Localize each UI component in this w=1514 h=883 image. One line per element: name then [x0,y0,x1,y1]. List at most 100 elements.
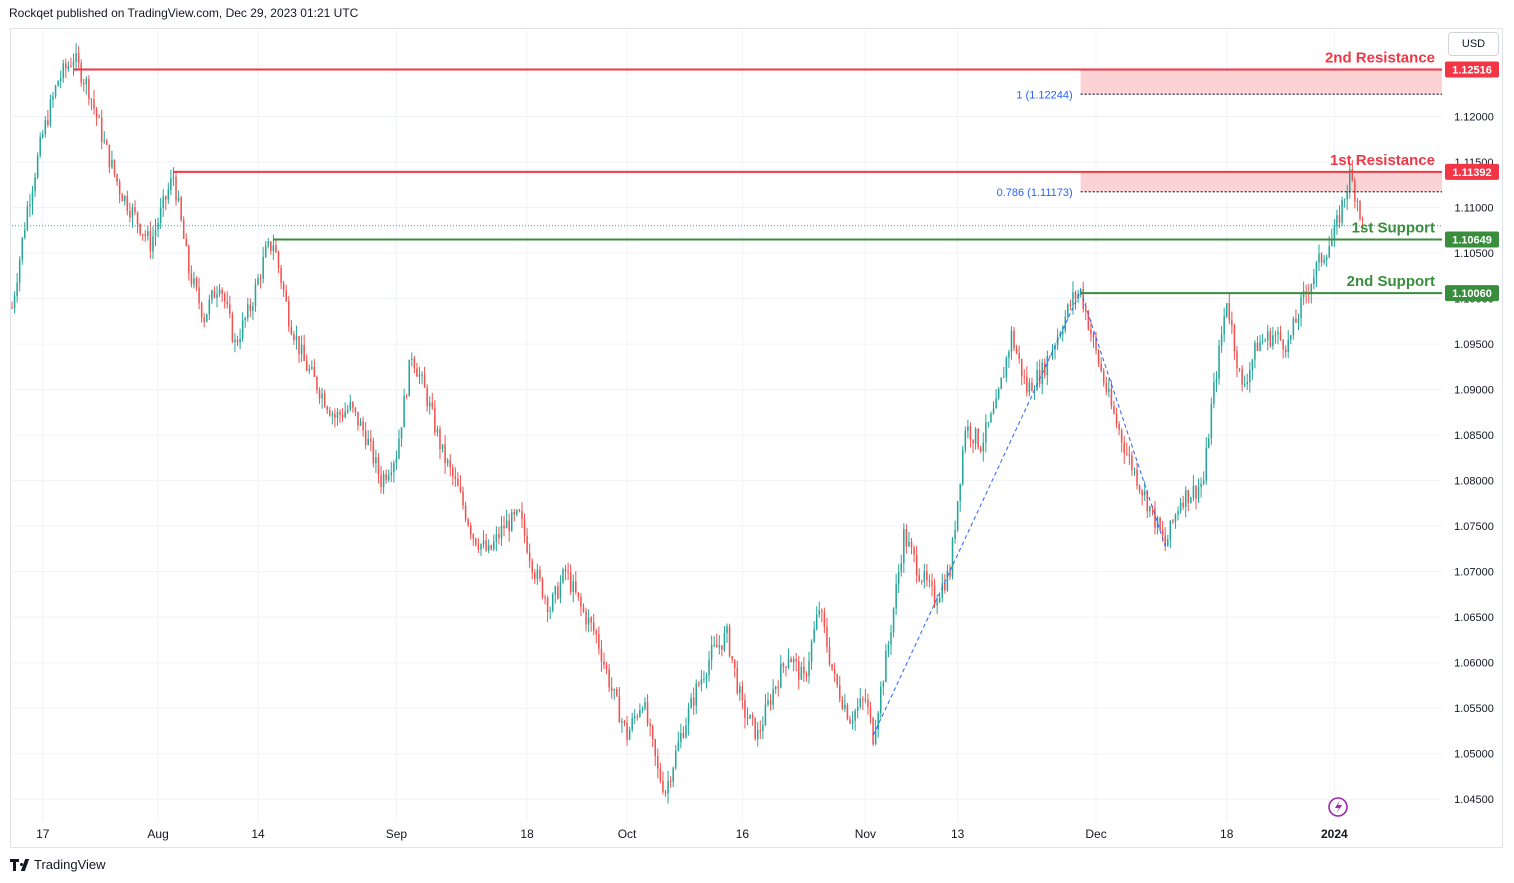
candle-down [1128,454,1131,456]
candle-down [144,234,147,237]
candle-up [44,120,47,134]
candle-up [892,608,895,633]
candle-down [385,474,387,480]
fib-label: 1 (1.12244) [1016,89,1072,101]
price-tick-label: 1.06000 [1454,658,1494,670]
candle-up [641,708,644,711]
candle-down [646,702,649,724]
candle-up [713,644,715,646]
candle-down [280,267,282,284]
candle-down [785,666,787,668]
candle-down [803,666,805,674]
candle-down [682,732,685,738]
candle-up [1156,517,1159,528]
candle-up [1064,316,1067,331]
candle-up [331,414,334,416]
candle-down [949,570,951,577]
footer-logo[interactable]: TradingView [10,857,106,872]
candle-down [380,474,382,488]
candle-up [26,206,29,230]
candle-down [326,406,328,411]
candle-up [205,314,208,322]
candle-down [1359,200,1361,219]
candle-up [718,645,721,648]
candle-down [182,219,185,239]
candle-down [797,661,800,680]
price-axis: 1.04500 1.05000 1.05500 1.06000 1.06500 1.070… [1445,61,1499,806]
candle-up [723,633,726,650]
candle-up [1261,341,1264,343]
price-tick-label: 1.10500 [1454,248,1494,260]
candle-up [997,388,1000,399]
candle-down [698,683,700,685]
candle-down [1113,406,1115,414]
candle-up [39,137,41,156]
candle-down [1241,368,1243,385]
candle-up [856,706,859,711]
candle-up [1287,339,1290,352]
candle-up [510,511,513,532]
candle-up [1333,226,1336,239]
candle-down [1123,442,1125,454]
candle-down [531,560,534,573]
candle-down [1182,502,1184,508]
candle-down [1338,215,1341,223]
candle-down [664,792,667,794]
candle-down [108,144,111,168]
candle-down [77,53,80,63]
candle-down [1023,376,1026,378]
candle-up [487,545,490,551]
candle-down [1018,353,1020,359]
candle-up [810,641,813,662]
candle-up [157,222,159,230]
candle-down [585,611,587,625]
time-tick-label: Sep [386,827,408,841]
candle-up [1220,334,1223,346]
candle-down [164,196,167,200]
candle-up [554,586,557,595]
candle-down [1282,339,1284,350]
candle-up [818,610,821,615]
candle-down [118,181,121,195]
candle-up [34,177,36,191]
candle-up [800,666,803,680]
candle-down [1092,334,1095,338]
candle-down [462,491,464,506]
candle-up [813,629,815,642]
candle-up [987,422,990,424]
candle-up [1243,384,1246,386]
candle-down [1120,429,1123,443]
candle-up [1218,345,1220,379]
candle-down [657,756,659,769]
candle-up [631,718,633,730]
candle-down [1159,517,1161,530]
candle-down [867,699,869,708]
candle-down [623,720,626,723]
candle-down [933,585,936,606]
candle-down [528,552,531,561]
candle-up [54,86,57,97]
candle-up [500,525,503,539]
candle-up [1067,304,1069,317]
candle-down [1154,507,1156,528]
candle-down [823,612,826,628]
currency-button[interactable]: USD [1448,32,1499,56]
candle-down [913,547,915,555]
candle-up [1292,318,1295,336]
candle-down [534,572,536,580]
candle-down [198,287,200,304]
candle-up [1223,316,1225,335]
candle-up [1341,199,1343,223]
candle-down [826,627,828,648]
candle-up [123,195,126,202]
candle-up [193,278,195,285]
candle-up [882,682,885,687]
candle-down [1269,331,1272,346]
lightning-icon[interactable] [1328,797,1348,817]
chart-frame [10,28,1503,848]
candle-up [938,597,941,603]
candle-up [1179,502,1182,512]
candle-up [1259,341,1261,351]
candle-down [567,571,569,573]
